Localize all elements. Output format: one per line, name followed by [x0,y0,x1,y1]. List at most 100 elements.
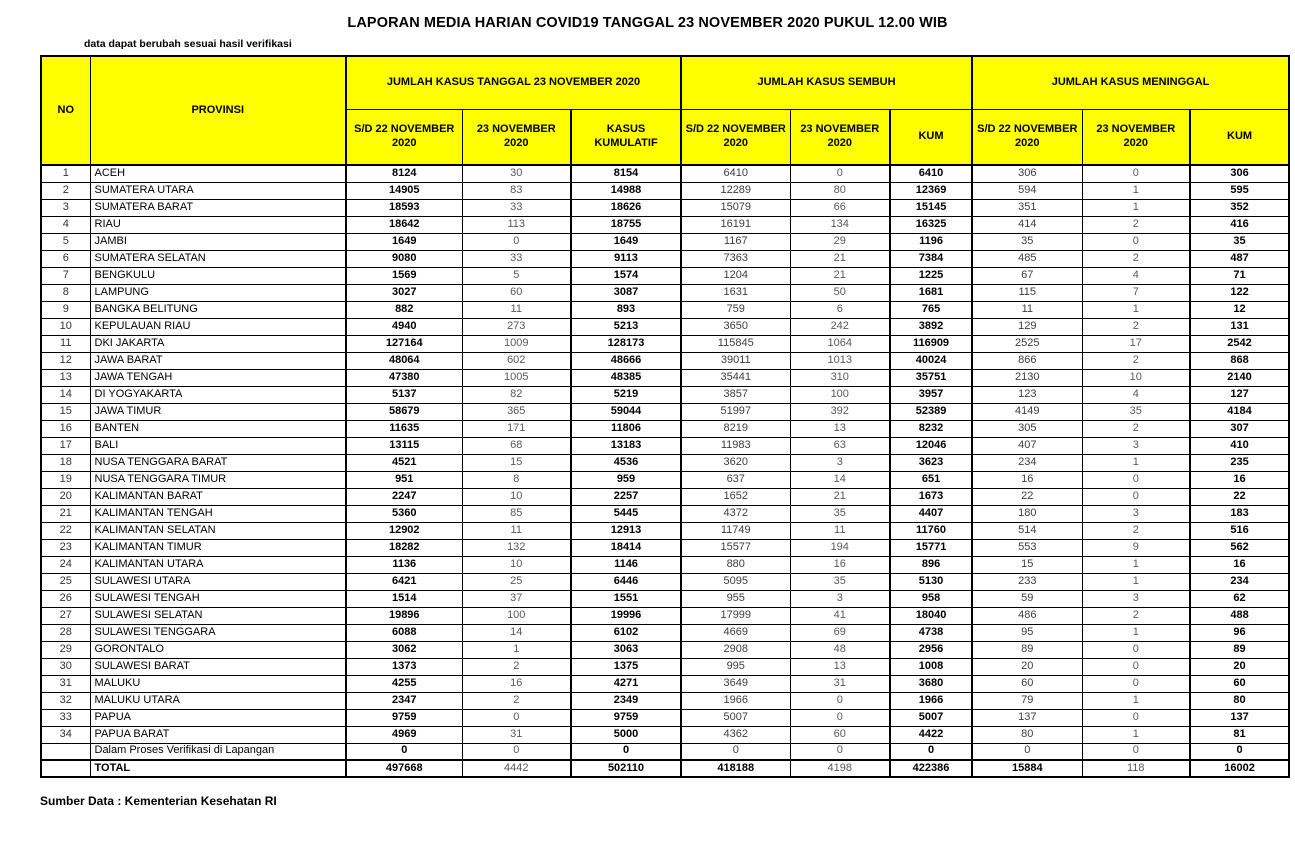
value-cell: 58679 [345,402,463,421]
value-cell: 310 [789,368,891,387]
verification-row: Dalam Proses Verifikasi di Lapangan 0 0 0 0 0… [40,742,1290,761]
header-group-row: NO PROVINSI JUMLAH KASUS TANGGAL 23 NOVE… [40,55,1290,166]
value-cell: 11806 [570,419,682,438]
value-cell: 485 [971,249,1083,268]
province-name-cell: MALUKU [89,674,347,693]
value-cell: 35 [789,504,891,523]
province-row: 14 DI YOGYAKARTA 5137 82 5219 3857 100 3957 123 4… [40,385,1290,404]
value-cell: 59 [971,589,1083,608]
value-cell: 5445 [570,504,682,523]
value-cell: 16 [789,555,891,574]
value-cell: 11749 [680,521,791,540]
province-row: 12 JAWA BARAT 48064 602 48666 39011 1013 40024 8… [40,351,1290,370]
value-cell: 2 [1081,215,1191,234]
value-cell: 0 [1081,708,1191,727]
value-cell: 1005 [461,368,572,387]
row-number-cell: 25 [40,572,91,591]
value-cell: 89 [1189,640,1290,659]
row-number-cell: 1 [40,164,91,183]
value-cell: 29 [789,232,891,251]
value-cell: 137 [1189,708,1290,727]
value-cell: 5137 [345,385,463,404]
value-cell: 4362 [680,725,791,744]
value-cell: 66 [789,198,891,217]
value-cell: 1649 [570,232,682,251]
value-cell: 959 [570,470,682,489]
value-cell: 128173 [570,334,682,353]
row-number-cell: 17 [40,436,91,455]
province-name-cell: JAWA BARAT [89,351,347,370]
value-cell: 116909 [888,334,973,353]
value-cell: 5219 [570,385,682,404]
province-row: 30 SULAWESI BARAT 1373 2 1375 995 13 1008 20 0 20 [40,657,1290,676]
value-cell: 3 [1081,436,1191,455]
value-cell: 0 [1081,742,1191,761]
province-name-cell: SUMATERA UTARA [89,181,347,200]
row-number-cell: 20 [40,487,91,506]
value-cell: 516 [1189,521,1290,540]
value-cell: 171 [461,419,572,438]
value-cell: 1196 [888,232,973,251]
province-row: 9 BANGKA BELITUNG 882 11 893 759 6 765 11 1 12 [40,300,1290,319]
province-name-cell: PAPUA [89,708,347,727]
value-cell: 12902 [345,521,463,540]
value-cell: 392 [789,402,891,421]
value-cell: 9113 [570,249,682,268]
province-name-cell: SULAWESI TENGAH [89,589,347,608]
value-cell: 2 [1081,606,1191,625]
value-cell: 1013 [789,351,891,370]
value-cell: 3620 [680,453,791,472]
value-cell: 96 [1189,623,1290,642]
value-cell: 0 [1081,640,1191,659]
value-cell: 71 [1189,266,1290,285]
row-number-cell: 7 [40,266,91,285]
value-cell: 4198 [789,759,891,778]
province-name-cell: Dalam Proses Verifikasi di Lapangan [89,742,347,761]
column-header-meninggal-sd22: S/D 22 NOVEMBER 2020 [971,108,1083,166]
value-cell: 1204 [680,266,791,285]
value-cell: 16325 [888,215,973,234]
row-number-cell: 4 [40,215,91,234]
value-cell: 127 [1189,385,1290,404]
province-name-cell: KALIMANTAN SELATAN [89,521,347,540]
value-cell: 18040 [888,606,973,625]
province-row: 17 BALI 13115 68 13183 11983 63 12046 407 3 410 [40,436,1290,455]
value-cell: 7 [1081,283,1191,302]
value-cell: 3680 [888,674,973,693]
value-cell: 20 [1189,657,1290,676]
value-cell: 868 [1189,351,1290,370]
page-title: LAPORAN MEDIA HARIAN COVID19 TANGGAL 23 … [347,15,948,31]
value-cell: 1136 [345,555,463,574]
value-cell: 2542 [1189,334,1290,353]
value-cell: 235 [1189,453,1290,472]
province-name-cell: KALIMANTAN TENGAH [89,504,347,523]
province-row: 28 SULAWESI TENGGARA 6088 14 6102 4669 69 4738 9… [40,623,1290,642]
value-cell: 651 [888,470,973,489]
value-cell: 18593 [345,198,463,217]
value-cell: 4407 [888,504,973,523]
group-header-sembuh: JUMLAH KASUS SEMBUH [679,55,973,110]
value-cell: 39011 [680,351,791,370]
value-cell: 17 [1081,334,1191,353]
value-cell: 11635 [345,419,463,438]
value-cell: 59044 [570,402,682,421]
value-cell: 6410 [680,164,791,183]
value-cell: 2525 [971,334,1083,353]
value-cell: 1 [1081,725,1191,744]
row-number-cell: 33 [40,708,91,727]
value-cell: 83 [461,181,572,200]
value-cell: 18282 [345,538,463,557]
value-cell: 1514 [345,589,463,608]
value-cell: 242 [789,317,891,336]
value-cell: 15079 [680,198,791,217]
value-cell: 306 [1189,164,1290,183]
value-cell: 880 [680,555,791,574]
value-cell: 0 [888,742,973,761]
province-name-cell: GORONTALO [89,640,347,659]
province-name-cell: JAWA TENGAH [89,368,347,387]
value-cell: 0 [1081,487,1191,506]
row-number-cell: 22 [40,521,91,540]
value-cell: 1681 [888,283,973,302]
value-cell: 1 [1081,623,1191,642]
value-cell: 3 [789,453,891,472]
